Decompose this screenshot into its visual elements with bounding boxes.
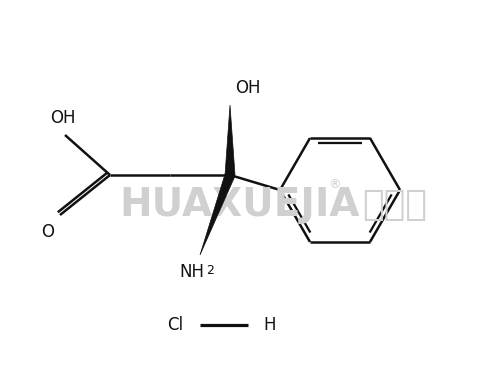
Text: OH: OH xyxy=(50,109,76,127)
Text: OH: OH xyxy=(235,79,261,97)
Text: 2: 2 xyxy=(206,264,214,277)
Text: H: H xyxy=(264,316,276,334)
Text: HUAXUEJIA: HUAXUEJIA xyxy=(120,186,360,224)
Text: ®: ® xyxy=(329,178,341,191)
Text: O: O xyxy=(41,223,55,241)
Text: NH: NH xyxy=(180,263,204,281)
Polygon shape xyxy=(200,173,235,255)
Text: Cl: Cl xyxy=(167,316,183,334)
Text: 化学加: 化学加 xyxy=(362,188,427,222)
Polygon shape xyxy=(225,105,235,175)
